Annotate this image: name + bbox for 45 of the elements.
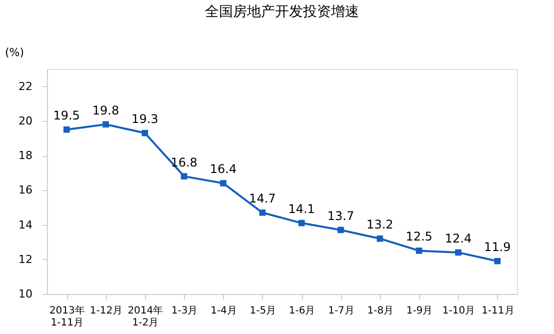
point	[494, 258, 501, 264]
data-label: 12.5	[406, 230, 432, 244]
y-tick-label: 10	[18, 288, 32, 300]
data-label: 13.7	[327, 208, 354, 223]
x-tick-label: 1-10月	[442, 306, 476, 316]
point	[63, 126, 70, 133]
data-label: 16.8	[170, 155, 198, 170]
data-label: 19.8	[92, 103, 120, 118]
data-label: 14.1	[288, 202, 315, 216]
y-tick-label: 12	[18, 252, 32, 266]
point	[376, 235, 384, 242]
chart-title: 全国房地产开发投资增速	[205, 4, 359, 20]
x-tick-label: 1-3月	[171, 306, 198, 316]
data-label: 12.4	[444, 231, 472, 246]
point	[455, 249, 462, 256]
x-tick-label: 1-4月	[210, 306, 237, 316]
x-tick-label: 1-5月	[250, 306, 276, 316]
x-tick-label: 1-6月	[288, 306, 316, 316]
data-label: 19.3	[132, 112, 158, 126]
x-tick-label: 1-8月	[367, 306, 394, 316]
point	[259, 209, 266, 216]
point	[298, 220, 305, 226]
y-tick-label: 18	[18, 149, 32, 162]
point	[338, 226, 344, 234]
y-axis-title: (%)	[5, 46, 24, 59]
x-tick-label: 2014年 1-2月	[128, 304, 164, 328]
point	[416, 248, 422, 254]
point	[102, 121, 109, 128]
x-tick-label: 1-9月	[406, 306, 433, 316]
y-tick-label: 22	[18, 80, 32, 93]
x-tick-label: 2013年 1-11月	[49, 304, 85, 328]
y-tick-label: 16	[18, 184, 32, 197]
x-tick-label: 1-11月	[482, 306, 514, 316]
x-tick-label: 1-12月	[90, 306, 123, 316]
data-label: 16.4	[210, 162, 237, 176]
data-label: 14.7	[249, 192, 276, 206]
data-label: 11.9	[484, 240, 511, 254]
point	[142, 130, 148, 136]
data-label: 19.5	[53, 108, 80, 123]
point	[220, 180, 226, 186]
y-tick-label: 14	[18, 218, 32, 232]
y-tick-label: 20	[18, 114, 32, 128]
x-tick-label: 1-7月	[328, 306, 354, 316]
data-label: 13.2	[366, 218, 394, 232]
point	[180, 173, 188, 180]
